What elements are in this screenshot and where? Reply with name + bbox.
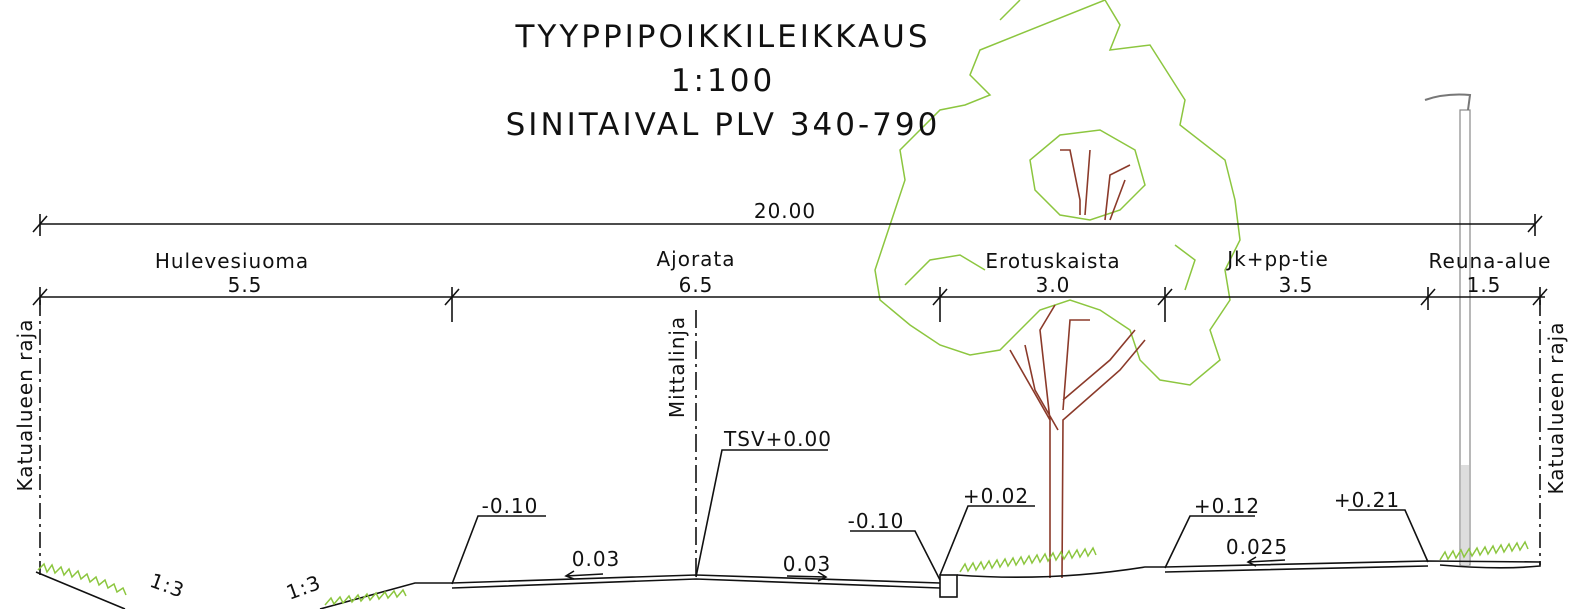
total-width: 20.00 — [754, 199, 816, 223]
elevation-label: TSV+0.00 — [723, 427, 832, 451]
boundary-label: Katualueen raja — [13, 319, 37, 492]
section-name: Erotuskaista — [985, 249, 1120, 273]
boundary-label: Katualueen raja — [1544, 322, 1568, 495]
slope-label: 0.03 — [572, 547, 621, 571]
elevation-label: -0.10 — [482, 494, 539, 518]
section-width: 3.0 — [1036, 273, 1071, 297]
dimension-lines — [32, 214, 1548, 578]
ground-profile — [35, 449, 1541, 609]
lamp-post — [1424, 93, 1472, 566]
tree-trunk — [1009, 149, 1146, 579]
section-name: Ajorata — [656, 247, 735, 271]
slope-label: 1:3 — [147, 568, 188, 603]
title: TYYPPIPOIKKILEIKKAUS — [514, 19, 930, 55]
section-width: 3.5 — [1279, 273, 1314, 297]
slope-label: 0.03 — [783, 552, 832, 576]
tree-canopy — [874, 0, 1241, 386]
elevation-label: +0.02 — [963, 484, 1029, 508]
section-name: Jk+pp-tie — [1225, 247, 1329, 271]
elevation-label: +0.12 — [1194, 494, 1260, 518]
grass — [37, 540, 1529, 606]
elevation-label: +0.21 — [1334, 488, 1400, 512]
section-name: Reuna-alue — [1429, 249, 1552, 273]
section-width: 1.5 — [1467, 273, 1502, 297]
section-name: Hulevesiuoma — [155, 249, 309, 273]
scale: 1:100 — [671, 63, 775, 99]
elevation-label: -0.10 — [848, 509, 905, 533]
slope-label: 1:3 — [283, 570, 324, 605]
tree-canopy-inner — [904, 129, 1196, 291]
centerline-label: Mittalinja — [665, 316, 689, 418]
section-width: 5.5 — [228, 273, 263, 297]
slope-label: 0.025 — [1226, 535, 1288, 559]
section-width: 6.5 — [679, 273, 714, 297]
subtitle: SINITAIVAL PLV 340-790 — [506, 107, 941, 143]
